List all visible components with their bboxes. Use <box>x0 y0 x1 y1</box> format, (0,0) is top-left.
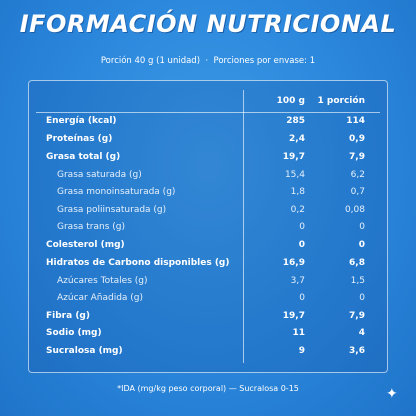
serving-info: Porción 40 g (1 unidad) · Porciones por … <box>100 56 316 66</box>
row-label: Azúcar Añadida (g) <box>57 293 144 303</box>
row-value: 6,2 <box>350 170 365 180</box>
row-label: Grasa saturada (g) <box>57 170 142 180</box>
row-value: 0,7 <box>350 187 365 197</box>
row-value: 3,7 <box>290 276 305 286</box>
row-label: Proteínas (g) <box>46 134 113 144</box>
row-value: 114 <box>346 116 365 126</box>
row-value: 0,9 <box>349 134 365 144</box>
row-value: 16,9 <box>282 258 305 268</box>
row-label: Grasa trans (g) <box>57 222 125 232</box>
row-value: 4 <box>358 328 365 338</box>
row-label: Sucralosa (mg) <box>46 346 123 356</box>
row-value: 2,4 <box>289 134 305 144</box>
footnote: *IDA (mg/kg peso corporal) — Sucralosa 0… <box>117 384 299 393</box>
header-divider <box>36 112 380 113</box>
row-value: 19,7 <box>282 311 305 321</box>
row-value: 0,2 <box>290 205 305 215</box>
row-value: 3,6 <box>349 346 365 356</box>
row-value: 1,5 <box>350 276 365 286</box>
row-value: 0 <box>358 240 365 250</box>
row-value: 0 <box>299 222 305 232</box>
row-value: 0 <box>299 293 305 303</box>
row-label: Fibra (g) <box>46 311 90 321</box>
column-header: 1 porción <box>317 96 365 106</box>
column-header: 100 g <box>276 96 305 106</box>
row-value: 0 <box>359 222 365 232</box>
title: IFORMACIÓN NUTRICIONAL <box>19 10 397 38</box>
row-value: 19,7 <box>282 152 305 162</box>
row-label: Grasa total (g) <box>46 152 121 162</box>
row-label: Energía (kcal) <box>46 116 117 126</box>
row-label: Grasa poliinsaturada (g) <box>57 205 167 215</box>
row-value: 9 <box>298 346 305 356</box>
row-value: 0 <box>359 293 365 303</box>
row-value: 285 <box>286 116 305 126</box>
column-divider <box>243 90 244 363</box>
row-value: 11 <box>292 328 305 338</box>
table-box <box>28 80 388 373</box>
row-value: 1,8 <box>290 187 305 197</box>
row-label: Hidratos de Carbono disponibles (g) <box>46 258 230 268</box>
row-label: Sodio (mg) <box>46 328 102 338</box>
row-value: 0 <box>298 240 305 250</box>
row-value: 15,4 <box>284 170 305 180</box>
row-value: 7,9 <box>349 311 365 321</box>
row-value: 0,08 <box>344 205 365 215</box>
row-value: 7,9 <box>349 152 365 162</box>
row-value: 6,8 <box>349 258 365 268</box>
row-label: Azúcares Totales (g) <box>57 276 148 286</box>
row-label: Grasa monoinsaturada (g) <box>57 187 176 197</box>
row-label: Colesterol (mg) <box>46 240 125 250</box>
sparkle-icon: ✦ <box>386 386 398 402</box>
